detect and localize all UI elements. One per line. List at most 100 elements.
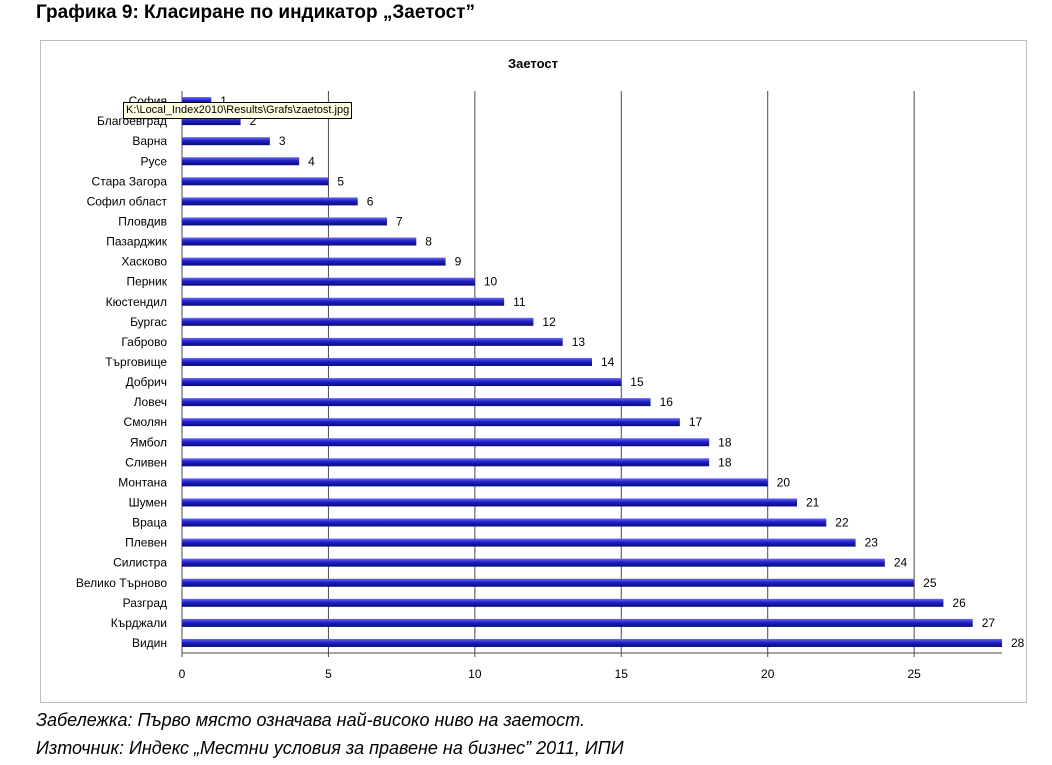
- bar: [182, 297, 505, 306]
- value-label: 15: [630, 375, 644, 389]
- bar: [182, 378, 622, 387]
- chart-note: Забележка: Първо място означава най-висо…: [36, 710, 585, 730]
- value-label: 8: [425, 235, 432, 249]
- category-label: Варна: [132, 134, 167, 148]
- x-tick-label: 20: [761, 667, 775, 681]
- category-label: Враца: [132, 516, 167, 530]
- bar: [182, 578, 915, 587]
- bar: [182, 418, 680, 427]
- value-label: 22: [835, 516, 849, 530]
- bar: [182, 237, 417, 246]
- value-label: 12: [542, 315, 556, 329]
- value-label: 20: [777, 475, 791, 489]
- bar: [182, 337, 563, 346]
- x-tick-label: 5: [325, 667, 332, 681]
- bar: [182, 618, 973, 627]
- category-label: Ловеч: [134, 395, 167, 409]
- chart-title: Заетост: [508, 56, 558, 71]
- bar: [182, 137, 270, 146]
- value-label: 14: [601, 355, 615, 369]
- category-label: Видин: [132, 636, 167, 650]
- category-label: Русе: [140, 154, 167, 168]
- category-label: Плевен: [125, 536, 167, 550]
- category-label: Габрово: [121, 335, 167, 349]
- value-label: 2: [250, 114, 257, 128]
- value-label: 18: [718, 435, 732, 449]
- category-label: Разград: [123, 596, 167, 610]
- value-label: 6: [367, 194, 374, 208]
- bar: [182, 398, 651, 407]
- value-label: 13: [572, 335, 586, 349]
- value-label: 7: [396, 214, 403, 228]
- bar: [182, 197, 358, 206]
- category-label: Стара Загора: [92, 174, 168, 188]
- bar: [182, 97, 212, 106]
- bar: [182, 257, 446, 266]
- bar: [182, 277, 475, 286]
- value-label: 9: [455, 255, 462, 269]
- bar: [182, 458, 710, 467]
- value-label: 27: [982, 616, 996, 630]
- category-label: Силистра: [113, 556, 167, 570]
- category-label: Монтана: [118, 475, 167, 489]
- bar: [182, 598, 944, 607]
- page-heading: Графика 9: Класиране по индикатор „Заето…: [36, 2, 475, 23]
- category-label: Хасково: [121, 255, 167, 269]
- x-tick-label: 25: [907, 667, 921, 681]
- value-label: 23: [865, 536, 879, 550]
- bar: [182, 177, 329, 186]
- category-label: Софил област: [87, 194, 168, 208]
- bar: [182, 217, 387, 226]
- bar: [182, 538, 856, 547]
- value-label: 21: [806, 495, 820, 509]
- category-label: Пловдив: [118, 214, 167, 228]
- category-label: Велико Търново: [76, 576, 167, 590]
- grid-lines: [181, 91, 1002, 657]
- bar: [182, 478, 768, 487]
- value-label: 17: [689, 415, 703, 429]
- category-label: Сливен: [125, 455, 167, 469]
- x-tick-label: 15: [615, 667, 629, 681]
- bar: [182, 357, 592, 366]
- x-axis-ticks: 0 5 10 15 20 25: [179, 667, 921, 681]
- bar: [182, 558, 885, 567]
- category-label: Бургас: [130, 315, 167, 329]
- bar: [182, 157, 300, 166]
- file-path-tooltip: K:\Local_Index2010\Results\Grafs\zaetost…: [123, 102, 353, 119]
- bar: [182, 498, 797, 507]
- value-label: 1: [220, 94, 227, 108]
- bar: [182, 317, 534, 326]
- bar: [182, 117, 241, 126]
- category-label: Шумен: [129, 495, 167, 509]
- value-label: 4: [308, 154, 315, 168]
- category-label: Смолян: [124, 415, 167, 429]
- value-label: 24: [894, 556, 908, 570]
- category-labels: СофияБлагоевградВарнаРусеСтара ЗагораСоф…: [76, 94, 168, 650]
- value-label: 5: [337, 174, 344, 188]
- value-label: 18: [718, 455, 732, 469]
- value-labels: 1234567891011121314151617181820212223242…: [220, 94, 1024, 650]
- value-label: 3: [279, 134, 286, 148]
- x-tick-label: 0: [179, 667, 186, 681]
- value-label: 28: [1011, 636, 1025, 650]
- category-label: Кюстендил: [106, 295, 167, 309]
- bars: [182, 97, 1002, 647]
- chart-plot: Заетост СофияБлагоевградВарнаРусеСтара З…: [76, 56, 1025, 681]
- value-label: 16: [660, 395, 674, 409]
- bar: [182, 638, 1002, 647]
- value-label: 26: [952, 596, 966, 610]
- chart-frame: [40, 40, 1027, 703]
- bar: [182, 518, 827, 527]
- category-label: Перник: [126, 275, 167, 289]
- category-label: Ямбол: [130, 435, 167, 449]
- category-label: Пазарджик: [106, 235, 167, 249]
- value-label: 10: [484, 275, 498, 289]
- category-label: Кърджали: [111, 616, 167, 630]
- bar: [182, 438, 710, 447]
- x-tick-label: 10: [468, 667, 482, 681]
- value-label: 25: [923, 576, 937, 590]
- category-label: Търговище: [105, 355, 167, 369]
- value-label: 11: [513, 295, 526, 309]
- chart-source: Източник: Индекс „Местни условия за прав…: [36, 738, 624, 758]
- category-label: Добрич: [126, 375, 167, 389]
